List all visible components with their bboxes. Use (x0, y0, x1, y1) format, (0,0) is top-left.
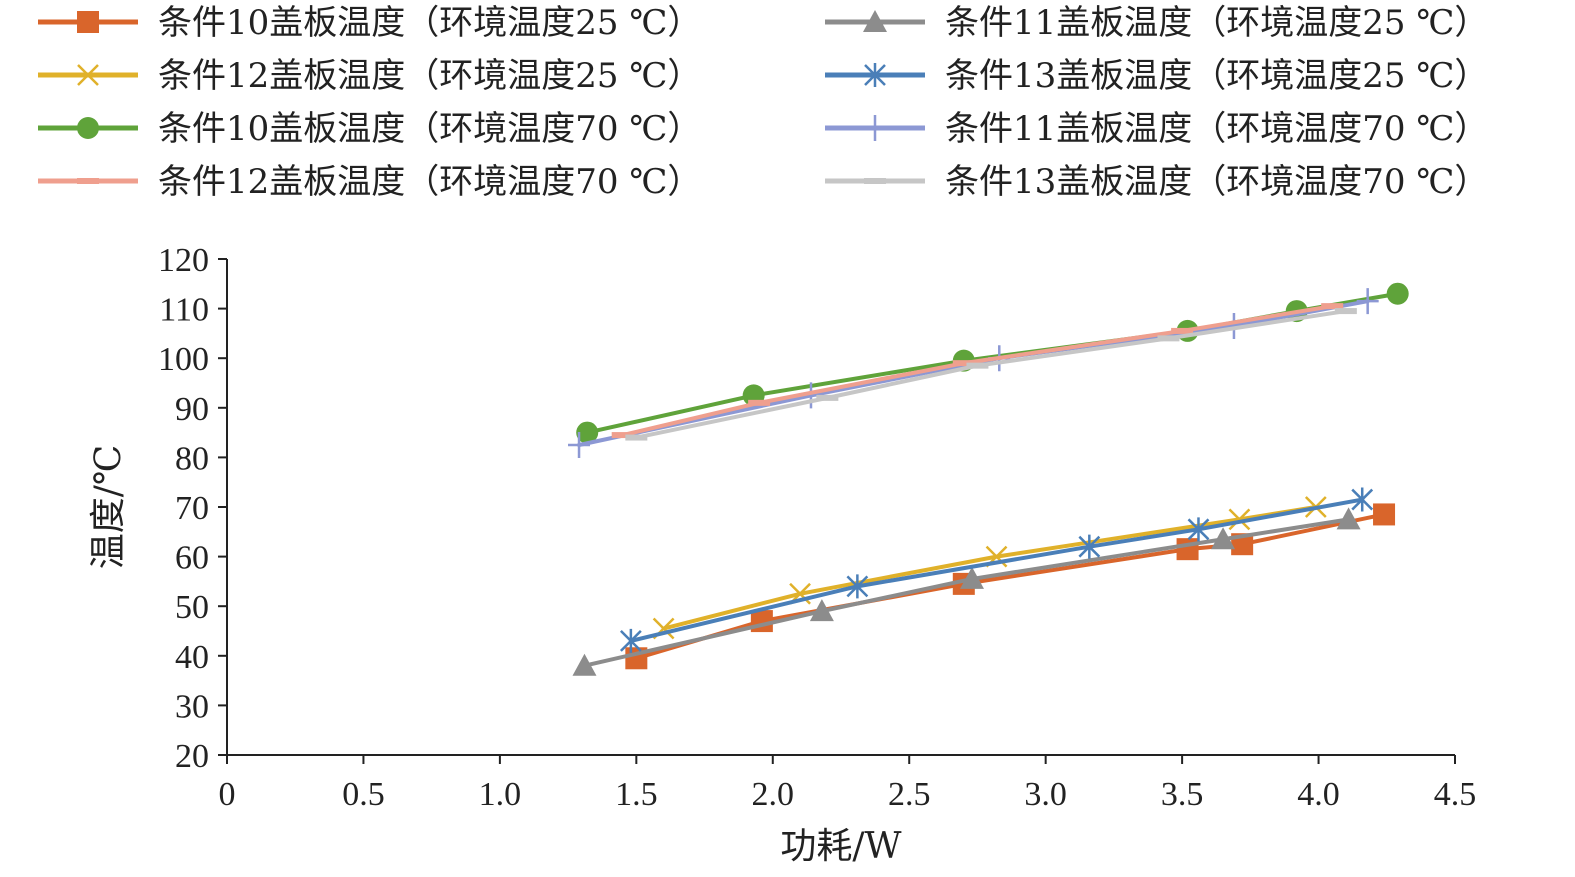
legend-label: 条件13盖板温度（环境温度70 ℃） (945, 162, 1488, 202)
legend-item: 条件11盖板温度（环境温度25 ℃） (825, 3, 1488, 43)
legend-item: 条件10盖板温度（环境温度70 ℃） (38, 109, 701, 149)
series-4 (619, 487, 1374, 653)
legend-swatch-marker (77, 117, 99, 139)
legend-swatch-marker (864, 63, 886, 87)
y-tick-label: 30 (175, 688, 209, 725)
y-tick-label: 110 (159, 292, 209, 329)
data-point (748, 399, 771, 406)
y-tick-label: 80 (175, 440, 209, 477)
data-point (1373, 503, 1396, 526)
legend-swatch-marker (77, 11, 99, 33)
x-tick-label: 3.0 (1024, 776, 1067, 813)
data-point (1211, 527, 1236, 550)
data-point (619, 628, 642, 653)
y-tick-label: 20 (175, 738, 209, 775)
legend-label: 条件12盖板温度（环境温度25 ℃） (158, 56, 701, 96)
data-point (816, 394, 839, 401)
legend-label: 条件10盖板温度（环境温度70 ℃） (158, 109, 701, 149)
data-point (846, 574, 869, 599)
x-tick-label: 4.5 (1434, 776, 1477, 813)
data-point (952, 360, 975, 367)
x-tick-label: 0.5 (342, 776, 385, 813)
legend-item: 条件13盖板温度（环境温度25 ℃） (825, 56, 1488, 96)
axes (226, 259, 1455, 756)
data-point (1356, 288, 1379, 315)
x-tick-label: 2.5 (888, 776, 931, 813)
legend-swatch-marker (77, 64, 99, 86)
series-line (634, 512, 1387, 661)
legend-item: 条件12盖板温度（环境温度25 ℃） (38, 56, 701, 96)
ticks: 0 0.5 1.0 1.5 2.0 2.5 3.0 3.5 4.0 4.5 20 30 40 50 60 70… (158, 242, 1476, 813)
data-point (1176, 538, 1199, 561)
x-axis-title: 功耗/W (780, 826, 901, 867)
x-tick-label: 1.0 (479, 776, 522, 813)
data-point (625, 434, 648, 441)
series-line (634, 309, 1348, 440)
x-tick-label: 1.5 (615, 776, 658, 813)
legend-swatch-marker (863, 10, 887, 32)
y-tick-label: 60 (175, 540, 209, 577)
data-point (568, 432, 591, 458)
legend-swatch-marker (864, 178, 886, 184)
series-line (620, 304, 1335, 438)
series-line (628, 497, 1365, 643)
x-tick-label: 3.5 (1161, 776, 1204, 813)
series-2 (572, 507, 1361, 676)
data-point (576, 421, 599, 444)
y-axis-title: 温度/℃ (88, 445, 129, 569)
data-point (809, 599, 834, 622)
data-point (572, 653, 597, 676)
data-point (1228, 508, 1251, 531)
data-point (1078, 534, 1101, 559)
x-tick-label: 4.0 (1297, 776, 1340, 813)
y-tick-label: 90 (175, 391, 209, 428)
legend-label: 条件10盖板温度（环境温度25 ℃） (158, 3, 701, 43)
x-tick-label: 2.0 (752, 776, 795, 813)
data-point (611, 432, 634, 439)
data-point (1334, 308, 1357, 315)
legend-label: 条件13盖板温度（环境温度25 ℃） (945, 56, 1488, 96)
data-point (1336, 507, 1361, 530)
y-tick-label: 70 (175, 490, 209, 527)
plot-area (568, 282, 1409, 676)
data-point (1386, 282, 1409, 305)
x-tick-label: 0 (219, 776, 236, 813)
legend-item: 条件11盖板温度（环境温度70 ℃） (825, 109, 1488, 149)
y-tick-label: 100 (158, 341, 209, 378)
data-point (1351, 487, 1374, 512)
legend-swatch-marker (77, 178, 99, 184)
data-point (1321, 303, 1344, 310)
legend-item: 条件13盖板温度（环境温度70 ℃） (825, 162, 1488, 202)
legend-label: 条件12盖板温度（环境温度70 ℃） (158, 162, 701, 202)
data-point (966, 362, 989, 369)
data-point (959, 566, 984, 589)
series-7 (611, 303, 1344, 439)
data-point (1171, 327, 1194, 334)
legend-swatch-marker (864, 115, 886, 141)
y-tick-label: 120 (158, 242, 209, 279)
series-8 (625, 308, 1357, 441)
data-point (1157, 335, 1180, 342)
y-tick-label: 40 (175, 639, 209, 676)
data-point (750, 610, 773, 633)
legend-item: 条件10盖板温度（环境温度25 ℃） (38, 3, 701, 43)
y-tick-label: 50 (175, 589, 209, 626)
legend-item: 条件12盖板温度（环境温度70 ℃） (38, 162, 701, 202)
legend-label: 条件11盖板温度（环境温度70 ℃） (945, 109, 1488, 149)
legend-label: 条件11盖板温度（环境温度25 ℃） (945, 3, 1488, 43)
legend: 条件10盖板温度（环境温度25 ℃） 条件11盖板温度（环境温度25 ℃） 条件12… (38, 3, 1488, 202)
data-point (1187, 517, 1210, 542)
series-6 (568, 288, 1379, 458)
